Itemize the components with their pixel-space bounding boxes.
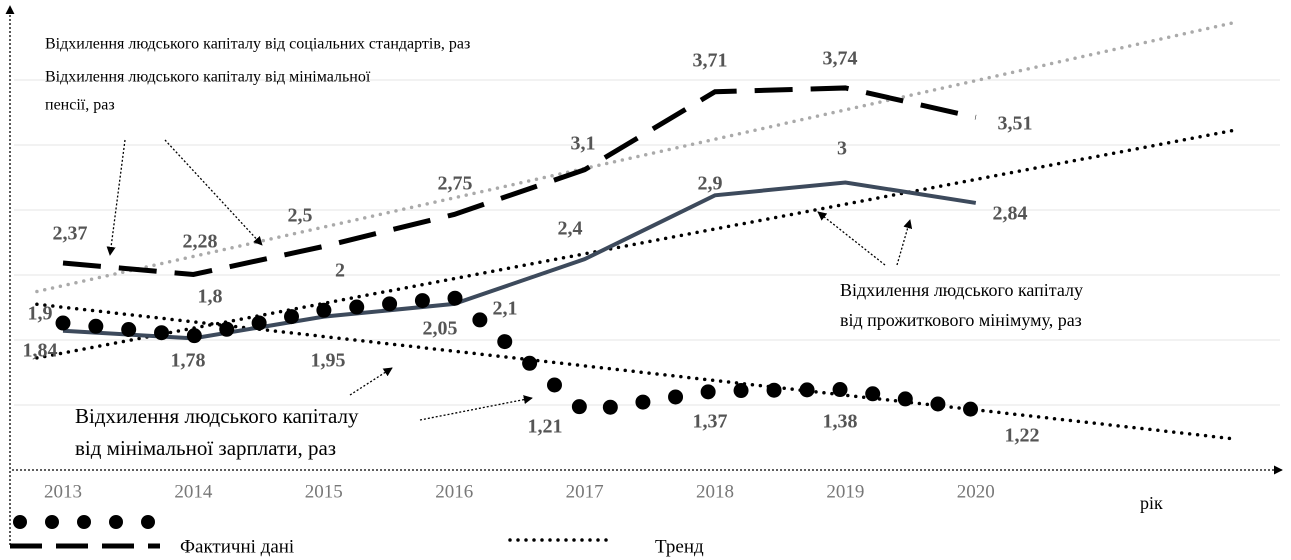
data-label: 2,37 [53, 223, 88, 245]
x-axis-label: рік [1140, 493, 1163, 513]
data-label: 2,1 [493, 298, 518, 320]
arrow [106, 139, 126, 256]
data-label: 3,71 [693, 50, 728, 72]
arrow [164, 139, 263, 246]
data-label: 1,9 [28, 303, 53, 325]
data-label: 1,37 [693, 411, 728, 433]
data-label: 2,5 [288, 205, 313, 227]
data-label: 1,84 [23, 340, 58, 362]
annotation: від мінімальної зарплати, раз [75, 436, 336, 460]
legend-label: Тренд [655, 536, 704, 557]
data-label: 2,4 [558, 218, 583, 240]
x-tick-label: 2014 [174, 481, 213, 502]
data-label: 1,22 [1005, 425, 1040, 447]
x-tick-label: 2018 [696, 481, 734, 502]
data-label: 1,21 [528, 416, 563, 438]
arrow [817, 211, 886, 266]
annotation: Відхилення людського капіталу від мініма… [45, 69, 371, 86]
plot: 2013 2014 2015 2016 2017 2018 2019 2020 2,37 2,28… [23, 20, 1239, 502]
data-label: 2,28 [183, 231, 218, 253]
data-label: 2,84 [993, 203, 1028, 225]
trend-line [35, 20, 1239, 294]
x-tick-label: 2019 [826, 481, 864, 502]
legend: Фактичні дані Тренд [10, 515, 704, 557]
legend-label: Фактичні дані [180, 536, 294, 557]
data-label: 1,78 [171, 350, 206, 372]
series-line [62, 180, 977, 341]
x-tick-label: 2017 [566, 481, 604, 502]
annotation: Відхилення людського капіталу [840, 280, 1083, 300]
data-label: 2,9 [698, 173, 723, 195]
x-tick-label: 2015 [305, 481, 343, 502]
data-label: 2 [335, 260, 345, 282]
arrow [419, 395, 533, 421]
data-label: 3,74 [823, 48, 858, 70]
arrow [896, 219, 913, 266]
annotation: Відхилення людського капіталу [75, 404, 359, 428]
trend-line [35, 128, 1239, 360]
data-label: 3,51 [998, 113, 1033, 135]
trend-line [35, 302, 1239, 441]
x-tick-label: 2013 [44, 481, 82, 502]
annotation: пенсії, раз [45, 97, 115, 114]
x-tick-label: 2016 [435, 481, 473, 502]
data-label: 1,38 [823, 411, 858, 433]
data-label: 3,1 [571, 133, 596, 155]
data-label: 2,75 [438, 173, 473, 195]
data-label: 1,95 [311, 350, 346, 372]
series-line [62, 85, 977, 278]
data-label: 3 [837, 138, 847, 160]
annotation: від прожиткового мінімуму, раз [840, 310, 1082, 330]
annotation: Відхилення людського капіталу від соціал… [45, 36, 470, 53]
x-tick-label: 2020 [957, 481, 995, 502]
arrow [349, 367, 393, 396]
data-label: 1,8 [198, 286, 223, 308]
data-label: 2,05 [423, 318, 458, 340]
